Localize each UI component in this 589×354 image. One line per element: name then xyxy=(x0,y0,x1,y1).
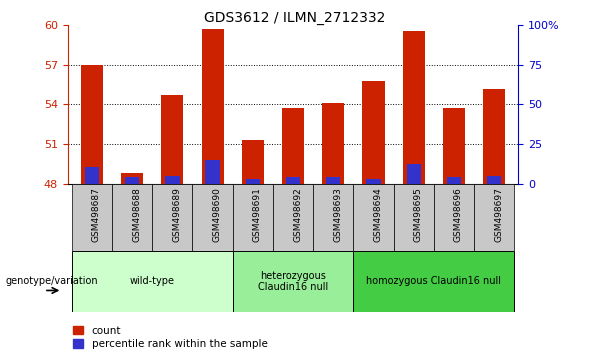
Bar xyxy=(487,176,501,184)
Bar xyxy=(165,176,180,184)
Text: genotype/variation: genotype/variation xyxy=(6,276,98,286)
Bar xyxy=(353,184,393,251)
Text: heterozygous
Claudin16 null: heterozygous Claudin16 null xyxy=(258,270,328,292)
Bar xyxy=(403,32,425,184)
Bar xyxy=(193,184,233,251)
Bar xyxy=(121,173,143,184)
Legend: count, percentile rank within the sample: count, percentile rank within the sample xyxy=(73,326,267,349)
Bar xyxy=(85,167,99,184)
Bar xyxy=(233,184,273,251)
Bar xyxy=(366,179,380,184)
Bar xyxy=(81,64,103,184)
Bar xyxy=(201,29,224,184)
Text: GDS3612 / ILMN_2712332: GDS3612 / ILMN_2712332 xyxy=(204,11,385,25)
Text: GSM498694: GSM498694 xyxy=(373,188,382,242)
Text: GSM498696: GSM498696 xyxy=(454,188,463,242)
Text: GSM498691: GSM498691 xyxy=(253,188,262,242)
Bar xyxy=(282,108,304,184)
Text: GSM498690: GSM498690 xyxy=(213,188,221,242)
Bar xyxy=(406,164,421,184)
Bar xyxy=(447,177,461,184)
Bar xyxy=(326,177,340,184)
Bar xyxy=(152,184,193,251)
Bar xyxy=(112,184,152,251)
Bar xyxy=(273,184,313,251)
Text: homozygous Claudin16 null: homozygous Claudin16 null xyxy=(366,276,501,286)
Bar xyxy=(353,251,514,312)
Bar xyxy=(233,251,353,312)
Bar xyxy=(246,179,260,184)
Bar xyxy=(322,103,345,184)
Bar xyxy=(72,251,233,312)
Text: wild-type: wild-type xyxy=(130,276,175,286)
Bar xyxy=(241,140,264,184)
Bar xyxy=(443,108,465,184)
Bar xyxy=(474,184,514,251)
Bar xyxy=(483,88,505,184)
Text: GSM498692: GSM498692 xyxy=(293,188,302,242)
Bar xyxy=(125,177,139,184)
Text: GSM498688: GSM498688 xyxy=(132,188,141,242)
Bar xyxy=(206,160,220,184)
Text: GSM498695: GSM498695 xyxy=(413,188,423,242)
Bar xyxy=(313,184,353,251)
Bar xyxy=(362,81,385,184)
Bar xyxy=(161,95,183,184)
Bar xyxy=(393,184,434,251)
Text: GSM498687: GSM498687 xyxy=(92,188,101,242)
Text: GSM498689: GSM498689 xyxy=(173,188,181,242)
Bar xyxy=(286,177,300,184)
Bar xyxy=(434,184,474,251)
Text: GSM498693: GSM498693 xyxy=(333,188,342,242)
Text: GSM498697: GSM498697 xyxy=(494,188,503,242)
Bar xyxy=(72,184,112,251)
